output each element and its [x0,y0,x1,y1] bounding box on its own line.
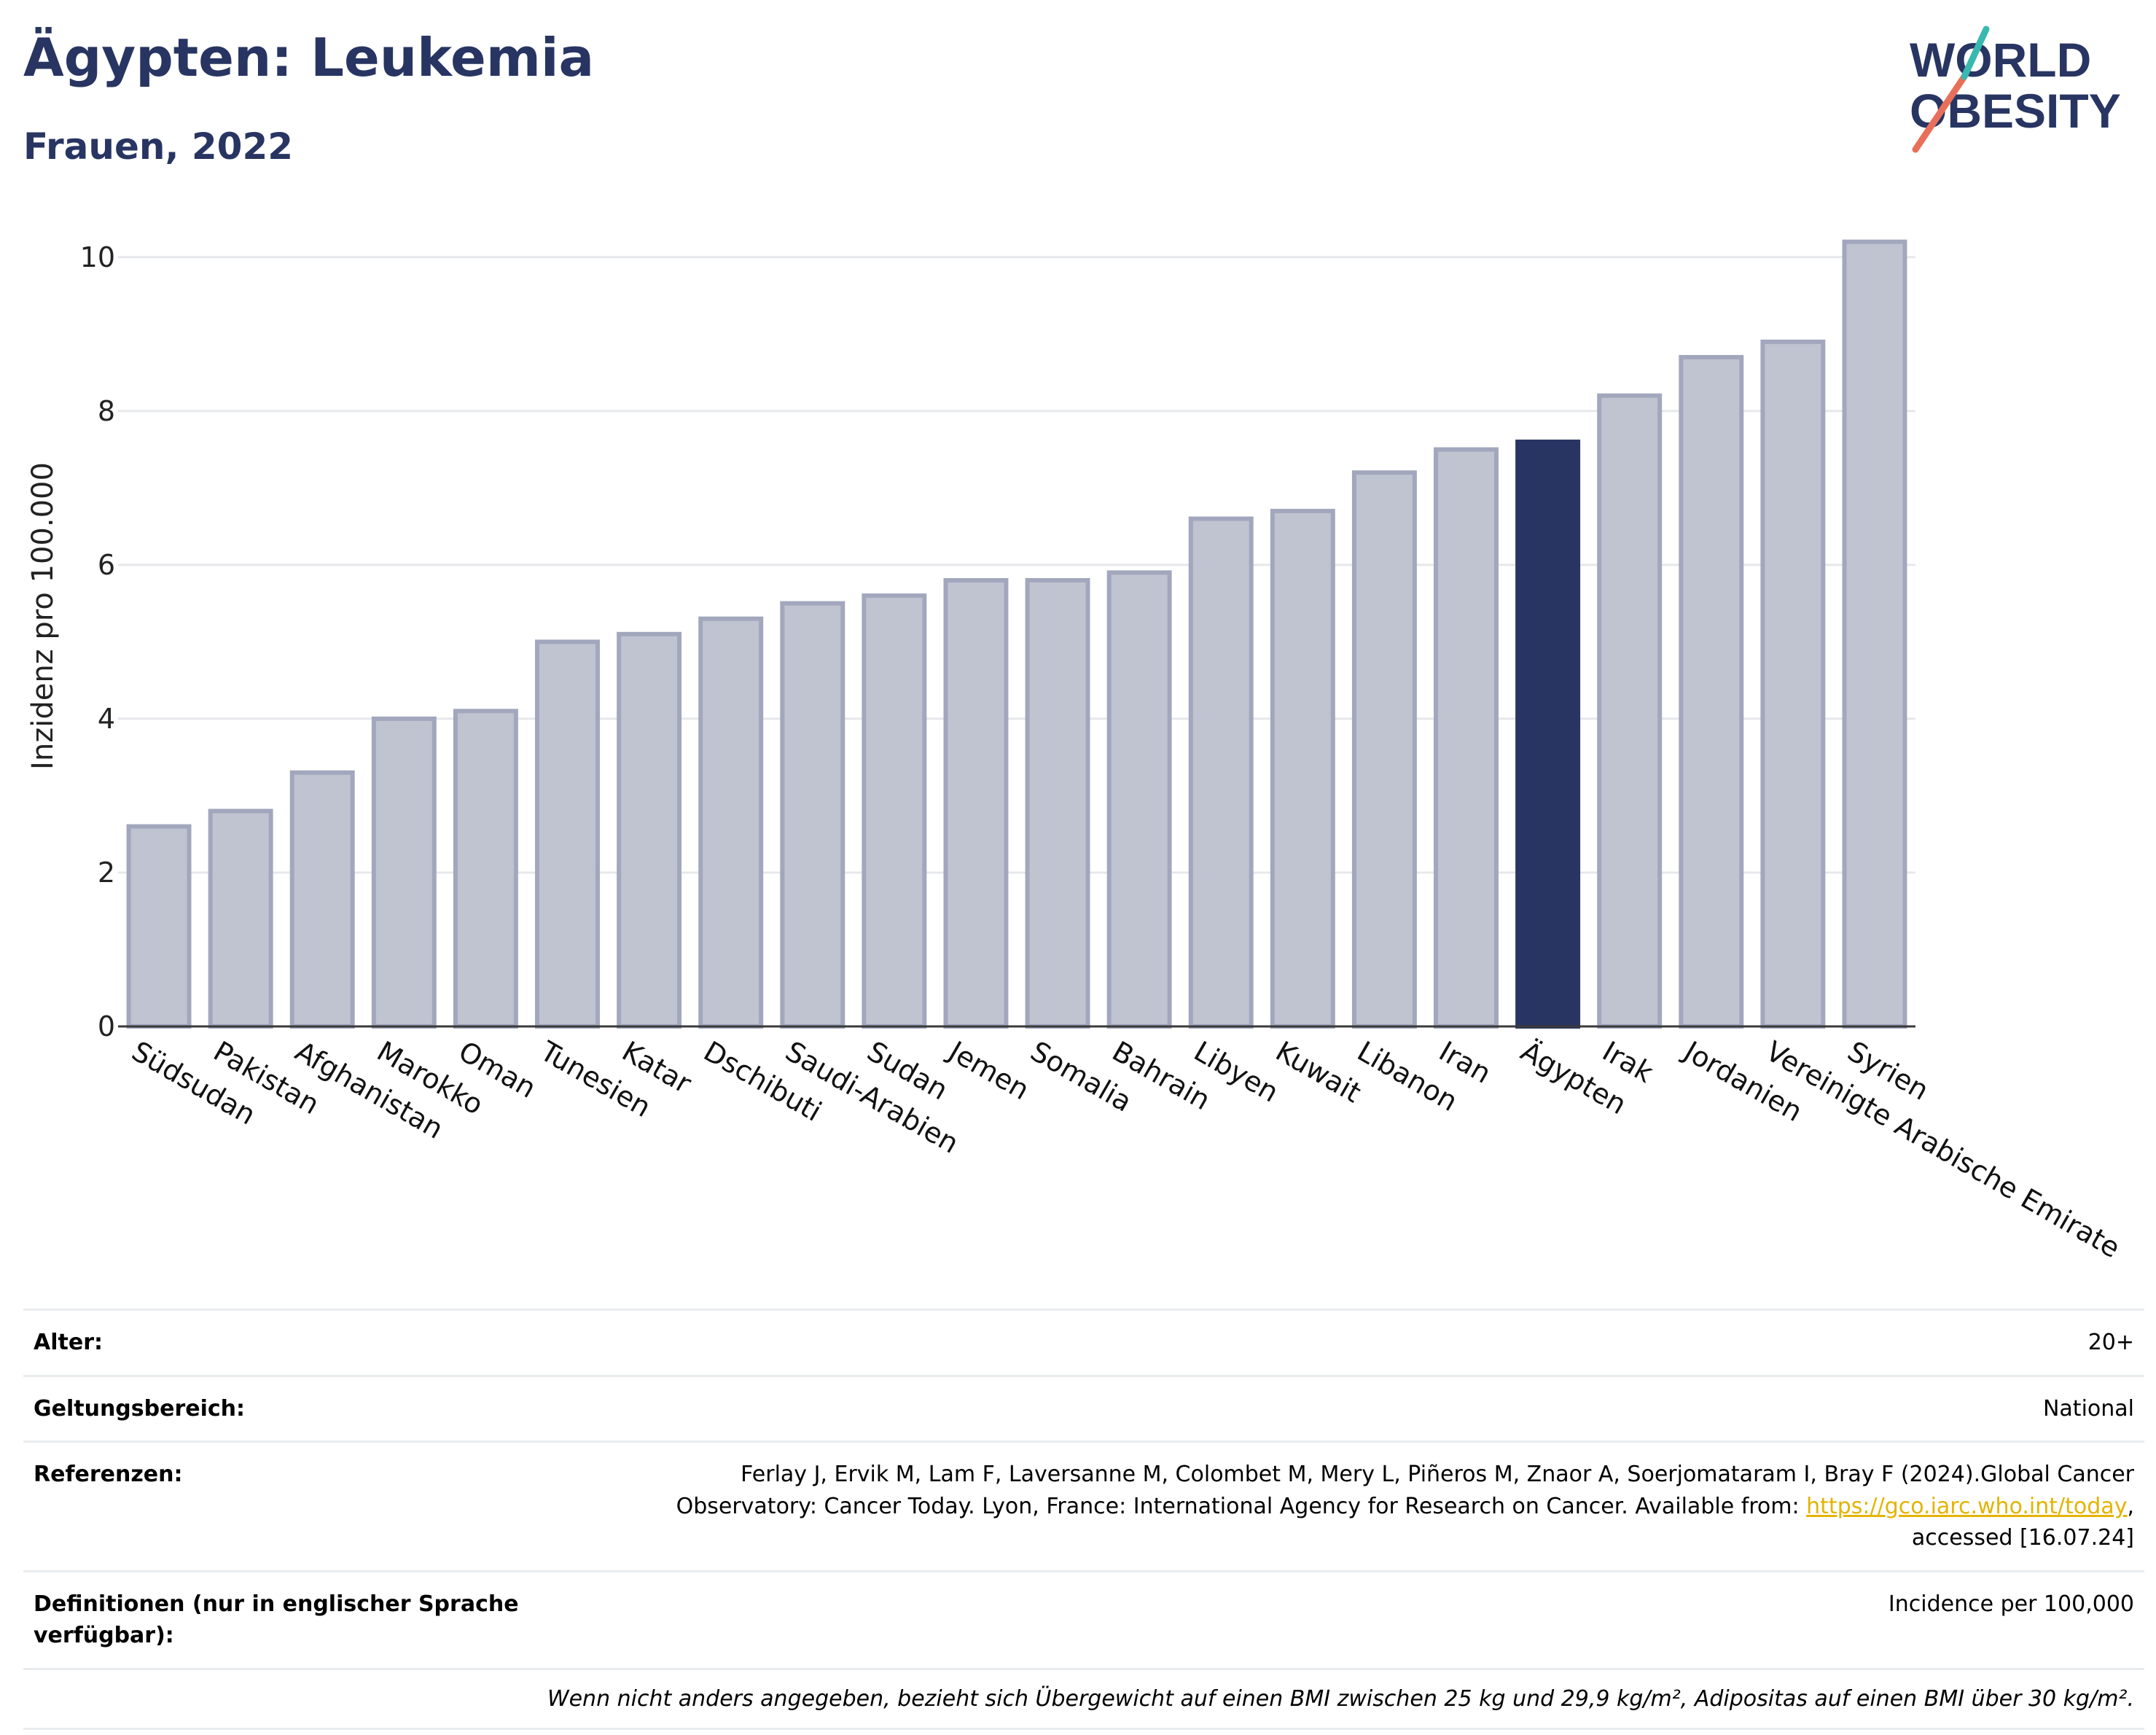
info-row-age: Alter: 20+ [23,1309,2144,1375]
world-obesity-logo: WORLD OBESITY [1910,26,2121,153]
y-tick-label: 2 [98,857,115,889]
reference-accessed: , accessed [16.07.24] [1911,1493,2134,1551]
info-value-references: Ferlay J, Ervik M, Lam F, Laversanne M, … [544,1459,2134,1554]
page-title: Ägypten: Leukemia [23,27,595,88]
y-tick-label: 6 [98,549,115,581]
bar [617,631,682,1029]
logo-slash-teal [1961,26,1990,80]
y-tick-label: 10 [80,241,115,273]
bar [1842,239,1907,1029]
bar-chart: 0246810SüdsudanPakistanAfghanistanMarokk… [26,239,2125,1265]
info-label-age: Alter: [34,1330,103,1355]
info-value-definitions: Incidence per 100,000 [1888,1591,2134,1617]
bar [780,601,845,1029]
bar [1106,570,1172,1029]
info-value-scope: National [2042,1395,2134,1422]
x-tick-label: Vereinigte Arabische Emirate [1760,1035,2125,1265]
logo-slash-red [1912,73,1968,153]
bar [1351,470,1417,1029]
bar [1760,339,1826,1029]
bar [1188,516,1254,1029]
reference-link[interactable]: https://gco.iarc.who.int/today [1806,1493,2128,1519]
bar [1270,508,1335,1029]
bar-highlight [1515,440,1581,1029]
info-label-scope: Geltungsbereich: [34,1395,246,1422]
y-tick-label: 0 [98,1010,115,1042]
info-label-references: Referenzen: [34,1462,183,1487]
bar [453,709,518,1029]
bar [535,639,600,1029]
bar [1679,354,1744,1029]
bmi-note: Wenn nicht anders angegeben, bezieht sic… [23,1667,2144,1730]
bar [1025,577,1090,1029]
info-row-definitions: Definitionen (nur in englischer Sprache … [23,1570,2144,1668]
bar [698,616,764,1029]
bar [371,716,437,1029]
info-value-age: 20+ [2087,1330,2134,1355]
bar [1434,447,1499,1029]
reference-text: Ferlay J, Ervik M, Lam F, Laversanne M, … [676,1462,2134,1519]
x-tick-label: Kuwait [1270,1035,1367,1110]
bar [862,593,927,1029]
y-tick-label: 8 [98,395,115,427]
logo-text-world: WORLD [1910,33,2091,87]
info-row-scope: Geltungsbereich: National [23,1374,2144,1441]
x-tick-label: Jemen [942,1034,1035,1107]
info-table: Alter: 20+ Geltungsbereich: National Ref… [23,1309,2144,1730]
y-tick-label: 4 [98,703,115,735]
bars [126,239,1907,1029]
info-row-references: Referenzen: Ferlay J, Ervik M, Lam F, La… [23,1440,2144,1570]
bar [1597,393,1663,1029]
y-axis-label: Inzidenz pro 100.000 [26,462,60,770]
bar [126,824,192,1029]
page-subtitle: Frauen, 2022 [23,125,294,168]
info-label-definitions: Definitionen (nur in englischer Sprache … [34,1591,519,1649]
bar [208,808,273,1029]
bar [943,577,1009,1029]
bar [289,770,355,1029]
